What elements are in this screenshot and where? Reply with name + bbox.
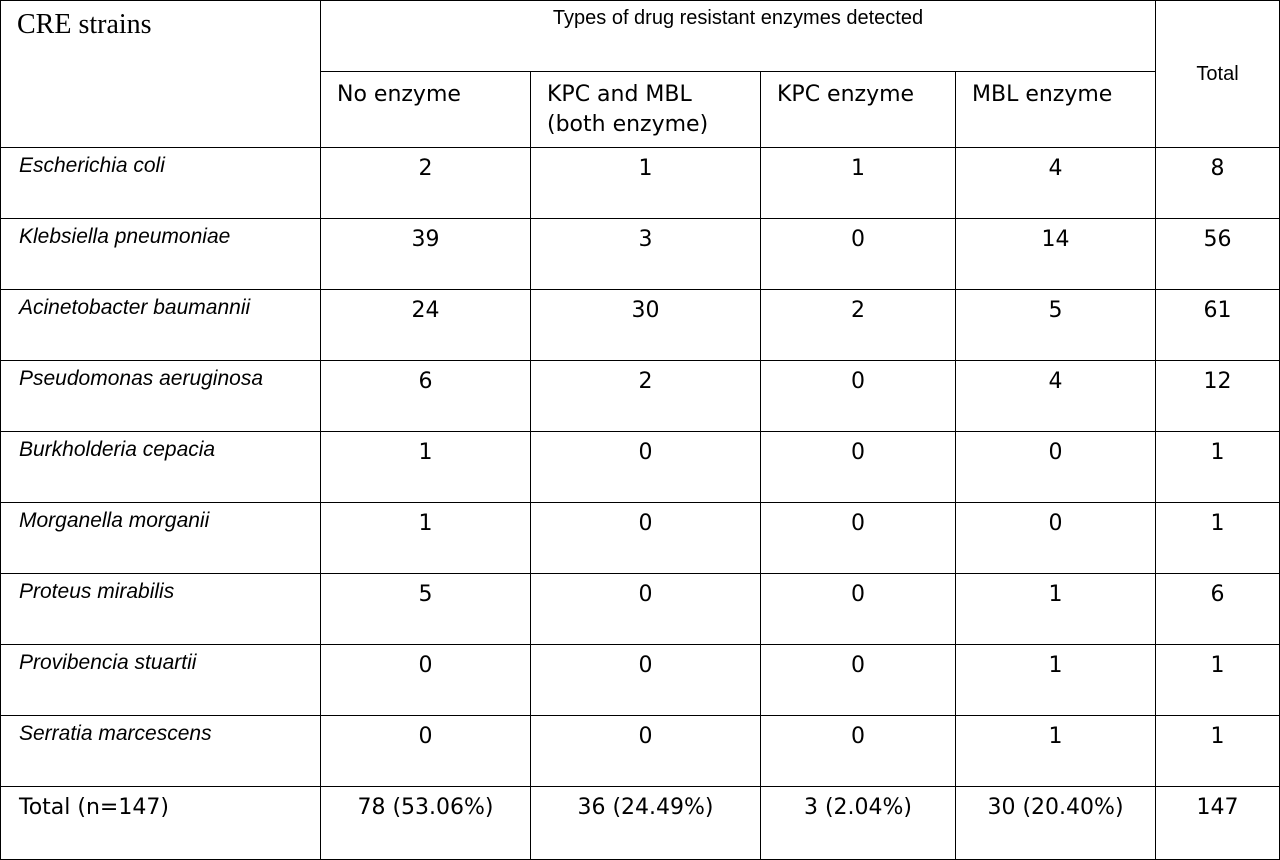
total-cell: 3 (2.04%) bbox=[760, 786, 956, 860]
header-row: CRE strains Types of drug resistant enzy… bbox=[0, 0, 1280, 148]
count-cell: 12 bbox=[1155, 360, 1280, 432]
count-cell: 1 bbox=[1155, 644, 1280, 716]
data-row: Escherichia coli 2 1 1 4 8 bbox=[0, 147, 1280, 219]
data-row: Proteus mirabilis 5 0 0 1 6 bbox=[0, 573, 1280, 645]
count-cell: 4 bbox=[954, 360, 1157, 432]
strain-name: Pseudomonas aeruginosa bbox=[0, 360, 321, 432]
count-cell: 2 bbox=[530, 360, 761, 432]
count-cell: 0 bbox=[760, 218, 956, 290]
data-row: Klebsiella pneumoniae 39 3 0 14 56 bbox=[0, 218, 1280, 290]
count-cell: 5 bbox=[320, 573, 531, 645]
total-cell: 147 bbox=[1155, 786, 1280, 860]
count-cell: 1 bbox=[954, 573, 1157, 645]
count-cell: 61 bbox=[1155, 289, 1280, 361]
count-cell: 8 bbox=[1155, 147, 1280, 219]
data-row: Provibencia stuartii 0 0 0 1 1 bbox=[0, 644, 1280, 716]
count-cell: 14 bbox=[954, 218, 1157, 290]
count-cell: 1 bbox=[1155, 715, 1280, 787]
column-label: KPC enzyme bbox=[777, 82, 915, 107]
count-cell: 24 bbox=[320, 289, 531, 361]
column-label: KPC and MBL (both enzyme) bbox=[547, 82, 709, 137]
title-cell: CRE strains bbox=[0, 0, 321, 148]
count-cell: 39 bbox=[320, 218, 531, 290]
count-cell: 1 bbox=[1155, 431, 1280, 503]
count-cell: 0 bbox=[760, 360, 956, 432]
count-cell: 1 bbox=[320, 431, 531, 503]
subheader-row: No enzyme KPC and MBL (both enzyme) KPC en… bbox=[1, 71, 1280, 148]
count-cell: 0 bbox=[530, 644, 761, 716]
count-cell: 0 bbox=[530, 715, 761, 787]
column-header: KPC enzyme bbox=[760, 71, 956, 148]
count-cell: 0 bbox=[320, 644, 531, 716]
total-cell: 36 (24.49%) bbox=[530, 786, 761, 860]
count-cell: 3 bbox=[530, 218, 761, 290]
count-cell: 5 bbox=[954, 289, 1157, 361]
data-row: Morganella morganii 1 0 0 0 1 bbox=[0, 502, 1280, 574]
count-cell: 1 bbox=[954, 715, 1157, 787]
count-cell: 2 bbox=[760, 289, 956, 361]
strain-name: Burkholderia cepacia bbox=[0, 431, 321, 503]
count-cell: 1 bbox=[760, 147, 956, 219]
total-title: Total bbox=[1196, 62, 1239, 85]
strain-name: Escherichia coli bbox=[0, 147, 321, 219]
column-label: MBL enzyme bbox=[972, 82, 1113, 107]
column-header: KPC and MBL (both enzyme) bbox=[530, 71, 761, 148]
count-cell: 30 bbox=[530, 289, 761, 361]
count-cell: 0 bbox=[530, 573, 761, 645]
count-cell: 6 bbox=[1155, 573, 1280, 645]
count-cell: 0 bbox=[320, 715, 531, 787]
column-header: No enzyme bbox=[320, 71, 531, 148]
count-cell: 0 bbox=[760, 431, 956, 503]
total-row: Total (n=147) 78 (53.06%) 36 (24.49%) 3 (2.… bbox=[0, 786, 1280, 860]
count-cell: 4 bbox=[954, 147, 1157, 219]
total-header: Total bbox=[1155, 0, 1280, 148]
count-cell: 1 bbox=[320, 502, 531, 574]
data-row: Burkholderia cepacia 1 0 0 0 1 bbox=[0, 431, 1280, 503]
total-cell: 30 (20.40%) bbox=[954, 786, 1157, 860]
count-cell: 0 bbox=[954, 431, 1157, 503]
title: CRE strains bbox=[17, 9, 152, 40]
data-row: Serratia marcescens 0 0 0 1 1 bbox=[0, 715, 1280, 787]
count-cell: 1 bbox=[954, 644, 1157, 716]
count-cell: 56 bbox=[1155, 218, 1280, 290]
strain-name: Acinetobacter baumannii bbox=[0, 289, 321, 361]
strain-name: Provibencia stuartii bbox=[0, 644, 321, 716]
total-cell: 78 (53.06%) bbox=[320, 786, 531, 860]
count-cell: 0 bbox=[760, 644, 956, 716]
group-header: Types of drug resistant enzymes detected bbox=[319, 0, 1157, 72]
count-cell: 1 bbox=[1155, 502, 1280, 574]
count-cell: 2 bbox=[320, 147, 531, 219]
count-cell: 0 bbox=[760, 573, 956, 645]
count-cell: 1 bbox=[530, 147, 761, 219]
data-row: Pseudomonas aeruginosa 6 2 0 4 12 bbox=[0, 360, 1280, 432]
column-header: MBL enzyme bbox=[954, 71, 1157, 148]
count-cell: 0 bbox=[530, 431, 761, 503]
count-cell: 0 bbox=[530, 502, 761, 574]
strain-name: Proteus mirabilis bbox=[0, 573, 321, 645]
count-cell: 6 bbox=[320, 360, 531, 432]
column-label: No enzyme bbox=[337, 82, 461, 107]
data-row: Acinetobacter baumannii 24 30 2 5 61 bbox=[0, 289, 1280, 361]
strain-name: Klebsiella pneumoniae bbox=[0, 218, 321, 290]
count-cell: 0 bbox=[760, 715, 956, 787]
strain-name: Serratia marcescens bbox=[0, 715, 321, 787]
total-label: Total (n=147) bbox=[0, 786, 321, 860]
count-cell: 0 bbox=[954, 502, 1157, 574]
count-cell: 0 bbox=[760, 502, 956, 574]
group-title: Types of drug resistant enzymes detected bbox=[552, 7, 924, 29]
strain-name: Morganella morganii bbox=[0, 502, 321, 574]
